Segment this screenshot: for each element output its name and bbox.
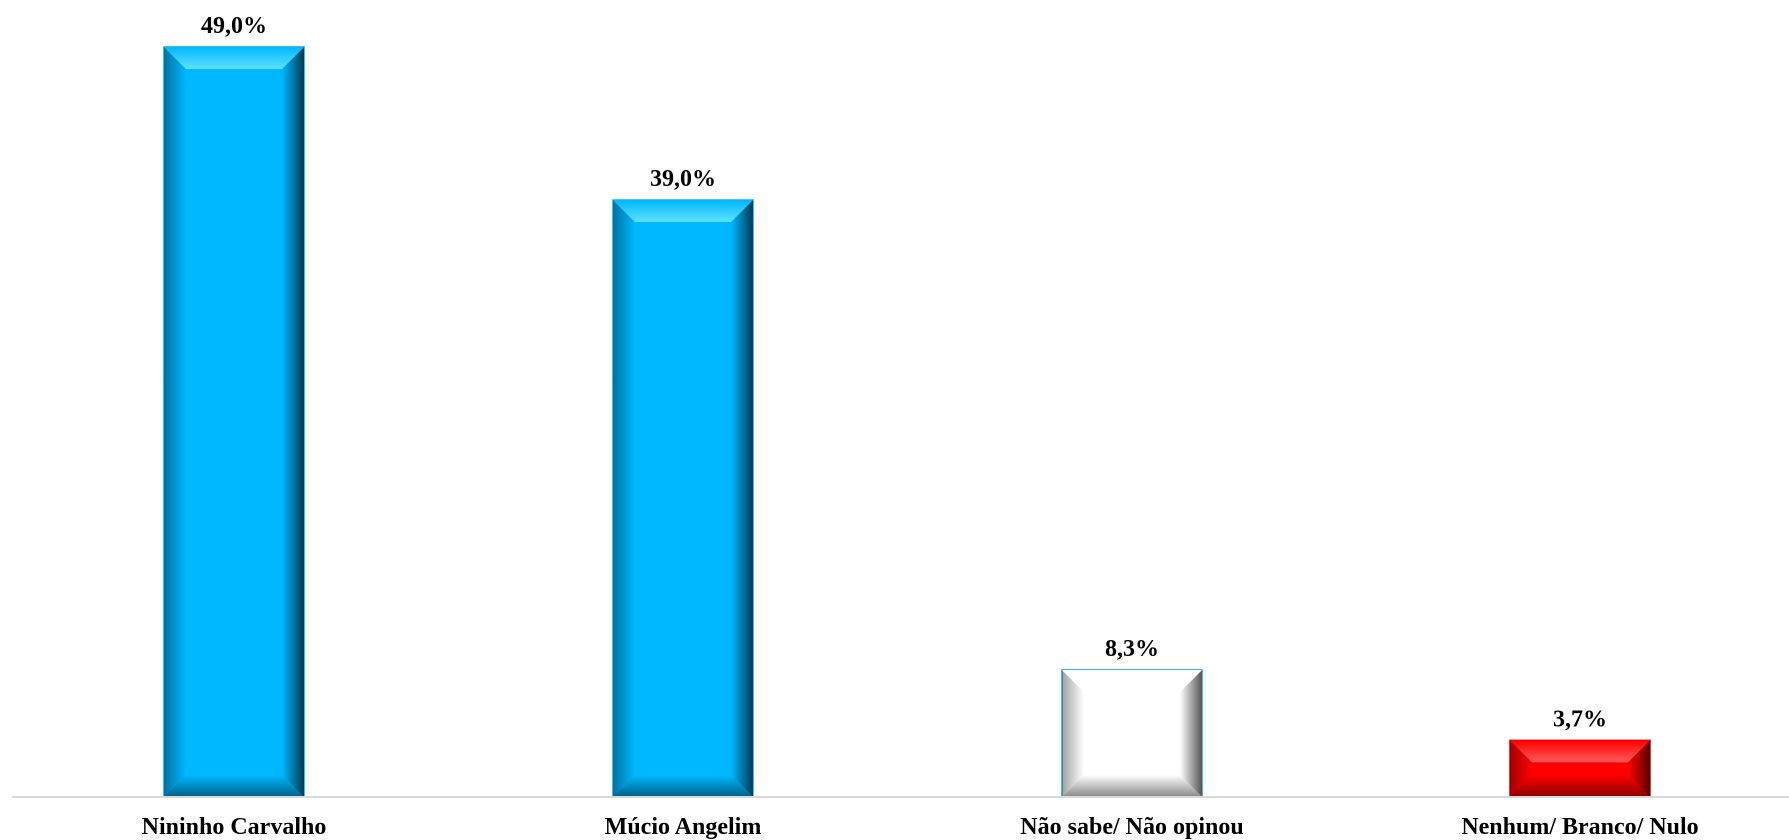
bar-bevel-bottom xyxy=(164,775,304,797)
bar-body xyxy=(612,199,754,798)
bar-bevel-bottom xyxy=(1062,775,1202,797)
bar-bevel-top xyxy=(613,200,753,223)
bar-body xyxy=(163,46,305,798)
category-label: Múcio Angelim xyxy=(605,814,762,840)
bar-bevel-right xyxy=(282,47,304,797)
bar-bevel-left xyxy=(1062,669,1084,797)
bar-4 xyxy=(1509,739,1651,798)
bar-3 xyxy=(1061,669,1203,798)
bar-bevel-left xyxy=(1510,740,1532,797)
bars-layer xyxy=(163,46,1651,798)
category-labels: Nininho Carvalho Múcio Angelim Não sabe/ N… xyxy=(142,814,1699,840)
bar-bevel-top xyxy=(1062,669,1202,692)
bar-bevel-left xyxy=(164,47,186,797)
bar-1 xyxy=(163,46,305,798)
bar-bevel-top xyxy=(1510,740,1650,763)
bar-bevel-left xyxy=(613,200,635,797)
category-label: Não sabe/ Não opinou xyxy=(1020,814,1243,840)
value-label: 3,7% xyxy=(1553,706,1607,732)
value-label: 8,3% xyxy=(1105,636,1159,662)
category-label: Nininho Carvalho xyxy=(142,814,327,840)
bar-bevel-bottom xyxy=(1510,775,1650,797)
value-label: 39,0% xyxy=(650,166,716,192)
bar-bevel-right xyxy=(731,200,753,797)
category-label: Nenhum/ Branco/ Nulo xyxy=(1461,814,1698,840)
labels-layer: 49,0% 39,0% 8,3% 3,7% xyxy=(201,13,1607,732)
bar-2 xyxy=(612,199,754,798)
bar-bevel-right xyxy=(1628,740,1650,797)
bar-bevel-top xyxy=(164,47,304,69)
bar-bevel-right xyxy=(1180,669,1202,797)
bar-bevel-bottom xyxy=(613,775,753,797)
value-label: 49,0% xyxy=(201,13,267,39)
